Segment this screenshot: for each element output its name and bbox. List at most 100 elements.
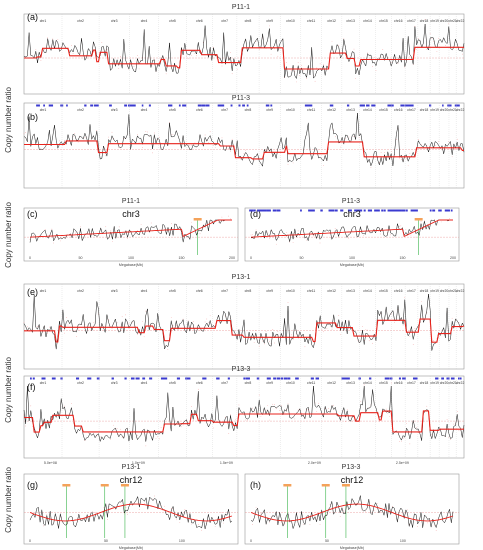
scatter-point (453, 324, 455, 326)
amplified-bin-mark (176, 377, 181, 380)
chromosome-label: chr14 (363, 289, 372, 293)
amplified-bin-mark (411, 209, 416, 212)
scatter-point (194, 142, 196, 144)
amplified-bin-mark (390, 104, 394, 107)
scatter-point (401, 440, 402, 442)
amplified-bin-mark (442, 104, 444, 107)
amplified-bin-mark (344, 377, 348, 380)
scatter-point (301, 64, 302, 66)
scatter-point (387, 232, 388, 234)
amplified-bin-mark (183, 104, 187, 107)
scatter-point (201, 418, 203, 420)
scatter-point (171, 507, 172, 509)
x-tick-label: 150 (179, 256, 185, 260)
scatter-point (275, 243, 277, 245)
scatter-point (184, 509, 186, 511)
scatter-point (170, 317, 172, 318)
scatter-point (309, 338, 311, 339)
amplified-bin-mark (328, 209, 334, 212)
scatter-point (274, 48, 275, 50)
scatter-point (387, 413, 389, 415)
chromosome-label: chr3 (111, 108, 118, 112)
scatter-point (187, 148, 189, 150)
scatter-point (37, 326, 38, 327)
scatter-point (284, 524, 286, 525)
scatter-point (435, 530, 437, 531)
gene-tag (100, 484, 109, 487)
scatter-point (372, 342, 373, 344)
scatter-point (433, 340, 434, 341)
copy-number-line (23, 293, 465, 351)
x-tick-label: 100 (400, 539, 406, 543)
amplified-bin-mark (388, 209, 393, 212)
x-tick-label: 50 (300, 256, 304, 260)
amplified-bin-mark (329, 104, 334, 107)
scatter-point (23, 414, 25, 416)
amplified-bin-mark (132, 377, 135, 380)
scatter-point (23, 321, 25, 323)
amplified-bin-mark (347, 209, 351, 212)
scatter-point (361, 229, 363, 231)
scatter-point (197, 388, 199, 390)
segment-line (250, 219, 453, 238)
chromosome-label: chr12 (327, 108, 336, 112)
scatter-point (421, 143, 423, 145)
scatter-point (299, 334, 301, 336)
scatter-point (247, 156, 248, 158)
scatter-point (137, 55, 138, 57)
chromosome-label: chr21 (448, 289, 457, 293)
scatter-point (394, 321, 395, 323)
chromosome-label: chr4 (141, 108, 148, 112)
scatter-point (417, 432, 419, 434)
scatter-point (299, 75, 301, 76)
scatter-point (64, 405, 65, 407)
scatter-point (453, 423, 455, 425)
amplified-bin-mark (87, 377, 92, 380)
scatter-point (150, 222, 152, 224)
scatter-point (405, 228, 407, 230)
scatter-point (109, 439, 111, 440)
scatter-point (323, 63, 324, 65)
chromosome-label: chr1 (40, 289, 47, 293)
scatter-point (84, 137, 86, 138)
chromosome-label: chr12 (120, 475, 143, 485)
amplified-bin-mark (450, 377, 455, 380)
amplified-bin-mark (272, 209, 277, 212)
panel-frame (23, 102, 465, 189)
scatter-point (358, 137, 360, 138)
scatter-point (390, 234, 392, 236)
scatter-point (280, 521, 282, 523)
amplified-bin-mark (30, 377, 32, 380)
chromosome-label: chr16 (394, 108, 403, 112)
scatter-point (196, 55, 197, 57)
scatter-point (424, 19, 426, 20)
scatter-point (428, 148, 429, 149)
scatter-point (104, 155, 106, 157)
scatter-point (390, 61, 392, 63)
scatter-point (204, 134, 206, 136)
x-tick-label: 0 (250, 539, 252, 543)
amplified-bin-mark (410, 104, 414, 107)
scatter-point (260, 415, 262, 417)
scatter-point (429, 435, 431, 436)
scatter-point (417, 37, 419, 39)
scatter-point (376, 503, 378, 505)
amplified-bin-mark (381, 209, 384, 212)
chromosome-label: chr3 (111, 19, 118, 23)
scatter-point (363, 384, 365, 386)
scatter-point (74, 330, 76, 332)
chromosome-label: chr22 (456, 19, 465, 23)
scatter-point (106, 49, 108, 51)
y-axis-label: Copy number ratio (4, 467, 13, 533)
amplified-bin-mark (160, 377, 166, 380)
scatter-point (321, 329, 323, 330)
panel-title: P11-3 (342, 198, 360, 205)
scatter-point (45, 147, 47, 149)
panel-frame (23, 473, 239, 545)
scatter-point (348, 319, 350, 321)
chromosome-label: chr12 (327, 381, 336, 385)
scatter-point (456, 138, 458, 140)
scatter-point (405, 512, 407, 514)
scatter-point (187, 320, 189, 322)
chromosome-label: chr18 (420, 381, 429, 385)
